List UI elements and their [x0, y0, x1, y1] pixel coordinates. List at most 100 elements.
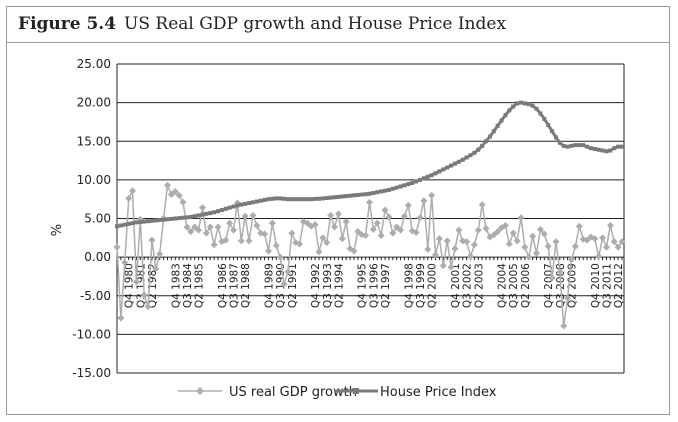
gdp-data-point	[148, 236, 156, 244]
gdp-data-point	[416, 214, 424, 222]
gdp-data-point	[261, 230, 269, 238]
x-tick-label: Q2 1997	[380, 263, 392, 308]
x-tick-label: Q4 1989	[264, 263, 276, 308]
x-tick-label: Q3 1999	[415, 263, 427, 308]
hpi-data-point	[336, 194, 341, 199]
hpi-data-point	[565, 144, 570, 149]
x-tick-label: Q3 1984	[182, 263, 194, 308]
hpi-data-point	[386, 187, 391, 192]
hpi-data-point	[177, 216, 182, 221]
gdp-data-point	[179, 198, 187, 206]
hpi-data-point	[130, 221, 135, 226]
gdp-data-point	[540, 230, 548, 238]
hpi-data-point	[433, 171, 438, 176]
x-tick-label: Q2 1991	[287, 263, 299, 308]
hpi-data-point	[309, 197, 314, 202]
hpi-data-point	[487, 134, 492, 139]
hpi-data-point	[115, 224, 119, 229]
gdp-data-point	[474, 226, 482, 234]
gdp-data-point	[568, 255, 575, 263]
gdp-data-point	[144, 303, 152, 311]
hpi-data-point	[313, 196, 318, 201]
hpi-data-point	[542, 116, 547, 121]
hpi-data-point	[499, 118, 504, 123]
x-tick-label: Q2 1988	[240, 263, 252, 308]
figure-frame	[6, 6, 670, 415]
hpi-data-point	[293, 197, 298, 202]
gdp-data-point	[253, 221, 261, 229]
gdp-data-point	[432, 251, 440, 259]
gdp-data-point	[198, 204, 206, 212]
gdp-data-point	[509, 229, 517, 237]
hpi-data-point	[484, 139, 489, 144]
hpi-data-point	[363, 192, 368, 197]
x-tick-label: Q4 1986	[217, 263, 229, 308]
gdp-data-point	[369, 225, 377, 233]
hpi-data-point	[126, 221, 131, 226]
hpi-data-point	[460, 157, 465, 162]
hpi-data-point	[153, 218, 158, 223]
gdp-data-point	[113, 243, 121, 251]
gdp-data-point	[447, 263, 455, 271]
hpi-data-point	[223, 206, 228, 211]
hpi-data-point	[519, 100, 523, 105]
gdp-data-point	[366, 198, 373, 206]
y-tick-label: -15.00	[72, 366, 111, 380]
y-tick-label: 20.00	[77, 96, 111, 110]
hpi-data-point	[262, 197, 267, 202]
hpi-data-point	[250, 200, 255, 205]
gdp-data-point	[195, 226, 203, 234]
figure-label: Figure 5.4	[18, 14, 117, 34]
gdp-data-point	[288, 229, 296, 237]
hpi-data-point	[437, 169, 442, 174]
x-tick-label: Q4 2001	[450, 263, 462, 308]
gdp-data-point	[230, 226, 238, 234]
gdp-data-point	[342, 218, 350, 226]
gdp-data-point	[521, 243, 529, 251]
gdp-data-point	[536, 225, 544, 233]
legend-diamond-icon	[196, 387, 204, 395]
gdp-data-point	[117, 314, 125, 322]
x-tick-label: Q4 2010	[590, 263, 602, 308]
hpi-data-point	[472, 150, 477, 155]
x-tick-label: Q2 1985	[194, 263, 206, 308]
gdp-data-point	[389, 229, 397, 237]
y-tick-label: 25.00	[77, 57, 111, 71]
legend-label: US real GDP growth	[229, 385, 357, 400]
hpi-data-point	[612, 146, 617, 151]
hpi-data-point	[348, 193, 353, 198]
gdp-data-point	[505, 240, 513, 248]
hpi-data-point	[449, 163, 454, 168]
x-tick-label: Q4 1983	[170, 263, 182, 308]
hpi-data-point	[351, 193, 356, 198]
hpi-data-point	[328, 195, 333, 200]
hpi-data-point	[235, 203, 240, 208]
x-tick-label: Q2 2012	[613, 263, 625, 308]
hpi-data-point	[216, 209, 220, 214]
hpi-data-point	[577, 143, 582, 148]
hpi-data-point	[243, 201, 248, 206]
hpi-data-point	[557, 140, 562, 145]
hpi-data-point	[464, 155, 469, 160]
hpi-data-point	[452, 161, 457, 166]
hpi-data-point	[534, 106, 539, 111]
gdp-data-point	[125, 194, 133, 202]
gdp-data-point	[338, 235, 346, 243]
hpi-data-point	[383, 188, 388, 193]
hpi-data-point	[282, 196, 287, 201]
y-tick-label: 10.00	[77, 173, 111, 187]
gdp-data-point	[533, 249, 541, 257]
hpi-data-point	[371, 191, 376, 196]
gdp-data-point	[237, 237, 245, 245]
x-tick-label: Q2 2006	[520, 263, 532, 308]
hpi-data-point	[231, 204, 236, 209]
x-tick-label: Q2 2003	[473, 263, 485, 308]
gdp-data-point	[463, 238, 471, 246]
hpi-data-point	[142, 219, 147, 224]
hpi-data-point	[375, 190, 380, 195]
y-tick-label: 15.00	[77, 134, 111, 148]
hpi-data-point	[204, 211, 209, 216]
hpi-data-point	[480, 143, 485, 148]
y-tick-label: -10.00	[72, 327, 111, 341]
gdp-data-point	[595, 252, 603, 260]
